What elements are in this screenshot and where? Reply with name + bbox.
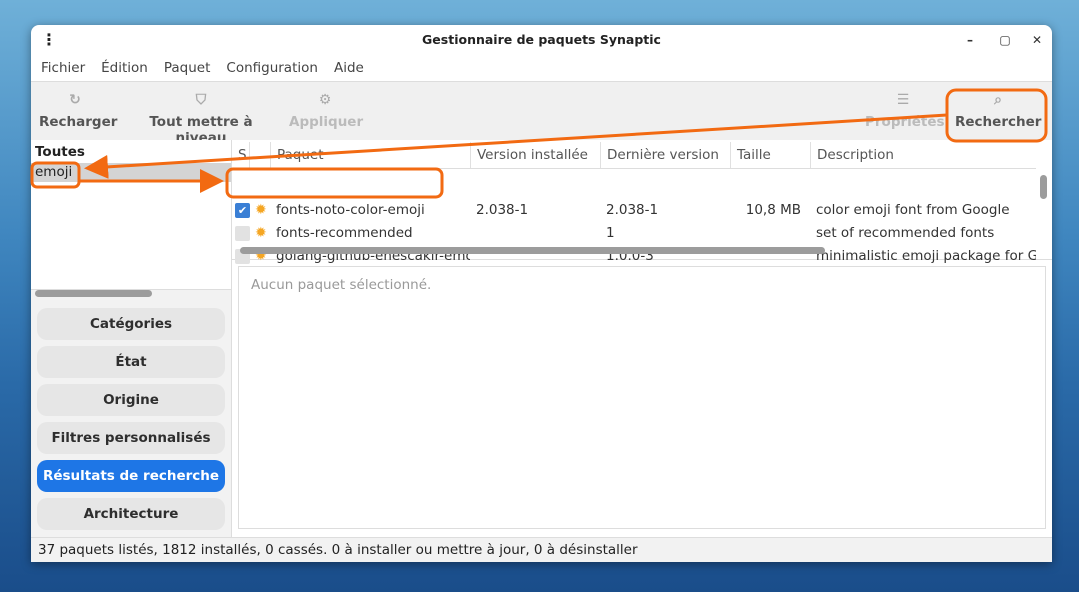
table-row[interactable]: ✔ ✹ fonts-noto-color-emoji 2.038-1 2.038… xyxy=(232,199,1036,222)
table-row[interactable]: ✹ fonts-recommended 1 set of recommended… xyxy=(232,222,1036,245)
reload-label: Recharger xyxy=(39,114,118,130)
table-vertical-scrollbar[interactable] xyxy=(1040,175,1047,199)
window-title: Gestionnaire de paquets Synaptic xyxy=(422,32,661,47)
package-description: color emoji font from Google xyxy=(816,202,1010,218)
origin-button[interactable]: Origine xyxy=(37,384,225,416)
filter-list-header: Toutes xyxy=(35,144,85,160)
col-description[interactable]: Description xyxy=(817,147,894,163)
menu-bar: Fichier Édition Paquet Configuration Aid… xyxy=(31,55,1052,82)
emoji-highlight-box xyxy=(30,161,81,189)
package-checkbox[interactable] xyxy=(235,226,250,241)
package-description: set of recommended fonts xyxy=(816,225,995,241)
package-status-icon: ✹ xyxy=(255,202,267,218)
package-checkbox[interactable]: ✔ xyxy=(235,203,250,218)
col-size[interactable]: Taille xyxy=(731,142,811,168)
package-description: minimalistic emoji package for G xyxy=(816,248,1036,264)
gears-icon: ⚙ xyxy=(318,92,332,108)
package-details: Aucun paquet sélectionné. xyxy=(238,266,1046,529)
details-placeholder: Aucun paquet sélectionné. xyxy=(251,277,432,293)
menu-edition[interactable]: Édition xyxy=(101,60,148,76)
menu-paquet[interactable]: Paquet xyxy=(163,60,211,76)
search-highlight-box xyxy=(945,88,1048,143)
col-installed-version[interactable]: Version installée xyxy=(471,142,601,168)
shield-icon: ⛉ xyxy=(195,92,207,108)
col-latest-version[interactable]: Dernière version xyxy=(601,142,731,168)
table-horizontal-scrollbar[interactable] xyxy=(240,247,825,254)
search-label: Rechercher xyxy=(955,114,1042,130)
reload-button[interactable]: ↻ Recharger xyxy=(39,82,117,140)
package-size: 10,8 MB xyxy=(745,202,801,218)
search-icon: ⌕ xyxy=(994,92,1002,108)
title-bar: ⋮ Gestionnaire de paquets Synaptic – ▢ ✕ xyxy=(31,25,1052,55)
package-table: S Paquet Version installée Dernière vers… xyxy=(232,140,1052,264)
menu-aide[interactable]: Aide xyxy=(333,60,364,76)
categories-button[interactable]: Catégories xyxy=(37,308,225,340)
col-icon[interactable] xyxy=(250,142,271,168)
latest-version: 2.038-1 xyxy=(606,202,659,218)
package-highlight-box xyxy=(225,167,444,199)
package-status-icon: ✹ xyxy=(255,225,267,241)
status-button[interactable]: État xyxy=(37,346,225,378)
maximize-button[interactable]: ▢ xyxy=(999,33,1011,47)
menu-fichier[interactable]: Fichier xyxy=(41,60,86,76)
apply-label: Appliquer xyxy=(289,114,364,130)
package-name: fonts-recommended xyxy=(276,225,413,241)
search-button[interactable]: ⌕ Rechercher xyxy=(955,82,1041,140)
latest-version: 1 xyxy=(606,225,615,241)
menu-configuration[interactable]: Configuration xyxy=(226,60,318,76)
architecture-button[interactable]: Architecture xyxy=(37,498,225,530)
status-bar: 37 paquets listés, 1812 installés, 0 cas… xyxy=(31,537,1052,562)
apply-button[interactable]: ⚙ Appliquer xyxy=(289,82,364,140)
col-status[interactable]: S xyxy=(232,142,250,168)
reload-icon: ↻ xyxy=(69,92,81,108)
custom-filters-button[interactable]: Filtres personnalisés xyxy=(37,422,225,454)
package-name: fonts-noto-color-emoji xyxy=(276,202,425,218)
installed-version: 2.038-1 xyxy=(476,202,529,218)
arrow-search-to-emoji xyxy=(84,113,948,179)
app-menu-icon[interactable]: ⋮ xyxy=(41,30,57,49)
search-results-button[interactable]: Résultats de recherche xyxy=(37,460,225,492)
properties-icon: ☰ xyxy=(896,92,910,108)
close-button[interactable]: ✕ xyxy=(1031,33,1043,47)
horizontal-scrollbar[interactable] xyxy=(35,290,152,297)
package-status-icon: ✹ xyxy=(255,248,267,264)
minimize-button[interactable]: – xyxy=(967,33,973,47)
filter-item-emoji[interactable]: emoji xyxy=(31,163,231,182)
